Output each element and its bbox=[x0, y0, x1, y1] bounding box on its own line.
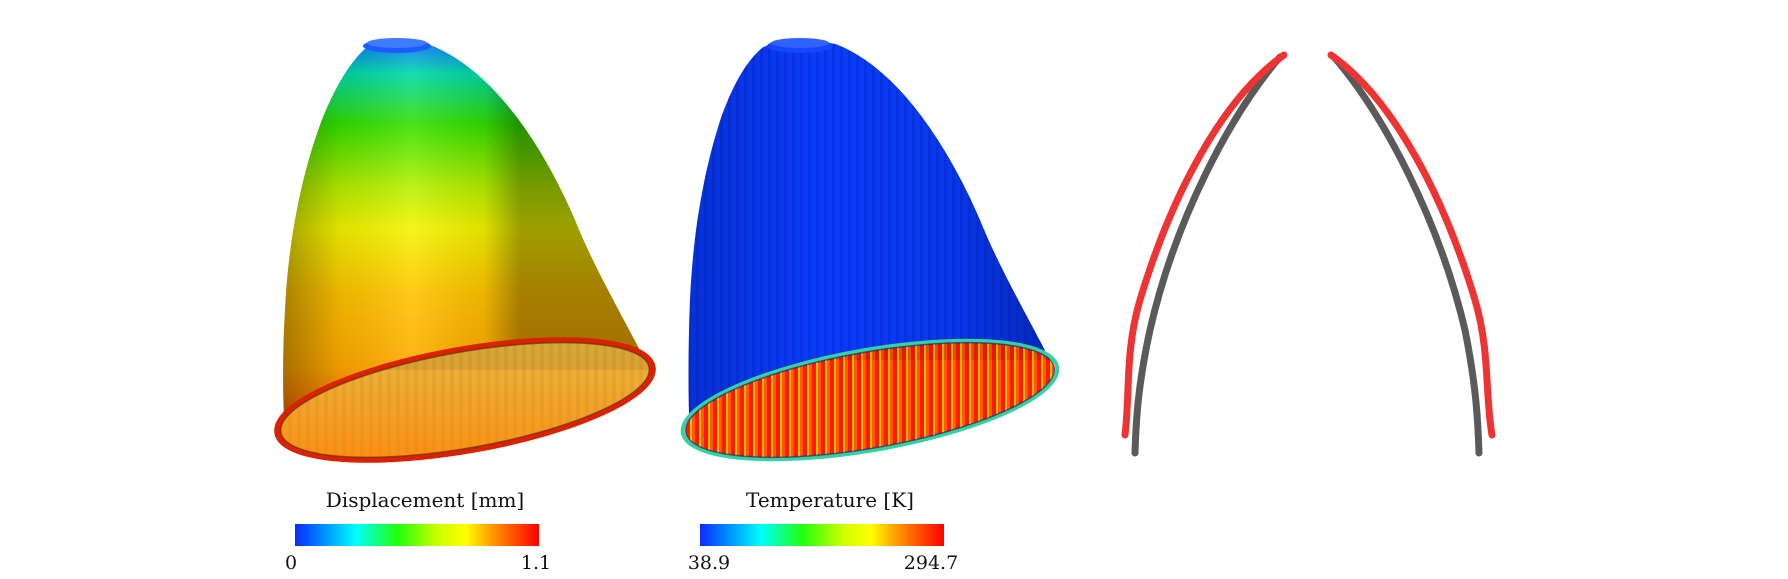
displacement-shell bbox=[272, 38, 658, 470]
deformed-profile-right bbox=[1327, 51, 1496, 439]
displacement-rim bbox=[274, 337, 656, 463]
temperature-panel: Temperature [K] 38.9 294.7 bbox=[677, 38, 1063, 574]
temperature-colorbar-title: Temperature [K] bbox=[746, 488, 914, 512]
reference-profile-left bbox=[1131, 53, 1284, 457]
temperature-colorbar-ramp bbox=[700, 524, 944, 546]
temperature-rim bbox=[680, 338, 1060, 462]
displacement-colorbar: Displacement [mm] 0 1.1 bbox=[285, 488, 551, 574]
displacement-colorbar-ramp bbox=[295, 524, 539, 546]
reference-profile-right bbox=[1330, 53, 1483, 457]
temperature-colorbar-min: 38.9 bbox=[688, 552, 730, 574]
temperature-colorbar: Temperature [K] 38.9 294.7 bbox=[688, 488, 958, 574]
temperature-colorbar-max: 294.7 bbox=[904, 552, 958, 574]
displacement-colorbar-max: 1.1 bbox=[521, 552, 551, 574]
deformed-profile-left bbox=[1121, 51, 1288, 439]
displacement-colorbar-min: 0 bbox=[285, 552, 297, 574]
temperature-shell bbox=[677, 38, 1063, 470]
displacement-colorbar-title: Displacement [mm] bbox=[326, 488, 524, 512]
displacement-panel: Displacement [mm] 0 1.1 bbox=[272, 38, 658, 574]
profile-panel bbox=[1121, 51, 1496, 457]
